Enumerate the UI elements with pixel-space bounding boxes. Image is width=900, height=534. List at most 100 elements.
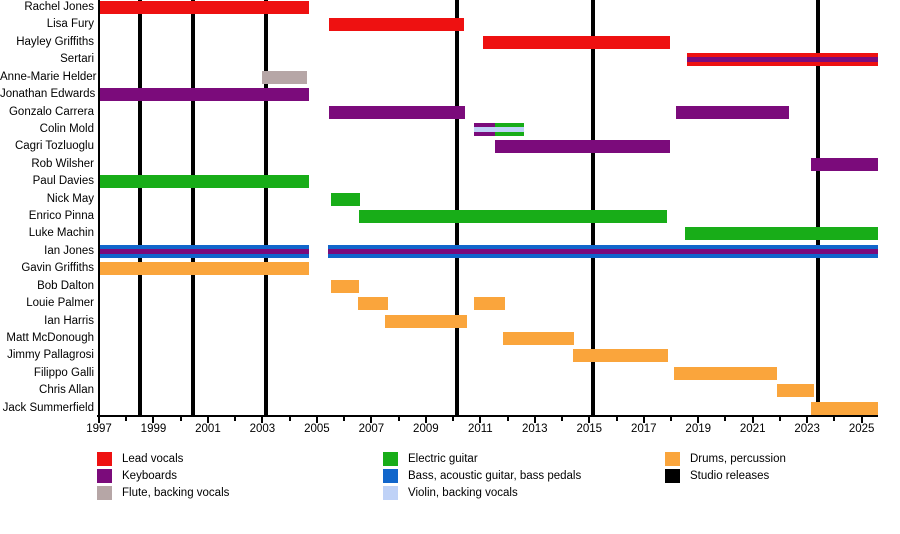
axis-tick	[288, 417, 291, 421]
legend-column: Lead vocals Keyboards Flute, backing vocal…	[97, 452, 377, 512]
member-label: Louie Palmer	[26, 297, 94, 310]
member-label: Bob Dalton	[37, 279, 94, 292]
axis-tick	[833, 417, 836, 421]
member-bar-purple	[811, 157, 878, 171]
legend-item: Violin, backing vocals	[383, 486, 663, 501]
axis-tick	[778, 417, 781, 421]
member-bar-orange	[473, 297, 505, 311]
member-bar-green	[99, 175, 309, 189]
legend-swatch-violin	[383, 486, 398, 501]
axis-tick-label: 2025	[848, 423, 875, 435]
legend-label: Keyboards	[122, 470, 177, 483]
legend-column: Drums, percussion Studio releases	[665, 452, 900, 512]
member-label: Filippo Galli	[33, 366, 94, 379]
legend-swatch-green	[383, 452, 398, 466]
axis-tick-label: 2013	[522, 423, 548, 435]
axis-tick	[125, 417, 128, 421]
axis-tick	[370, 417, 373, 423]
member-label: Chris Allan	[39, 384, 94, 397]
member-bar-orange	[357, 297, 388, 311]
axis-tick-label: 1997	[86, 423, 112, 435]
axis-tick-label: 1999	[140, 423, 167, 435]
legend-item: Bass, acoustic guitar, bass pedals	[383, 469, 663, 484]
member-label: Hayley Griffiths	[16, 35, 94, 48]
axis-tick-label: 2015	[576, 423, 603, 435]
axis-tick	[697, 417, 700, 423]
legend-item: Lead vocals	[97, 452, 377, 467]
legend-label: Violin, backing vocals	[408, 487, 518, 500]
studio-release-line	[591, 0, 596, 415]
axis-tick	[860, 417, 863, 423]
member-bar-purple	[473, 122, 496, 136]
bar-stripe-violin	[473, 126, 496, 132]
axis-tick-label: 2011	[467, 423, 493, 435]
legend: Lead vocals Keyboards Flute, backing vocal…	[0, 452, 900, 512]
member-label: Rachel Jones	[24, 1, 94, 13]
member-label: Colin Mold	[39, 122, 94, 135]
x-axis-baseline	[97, 415, 878, 417]
axis-tick-label: 2003	[249, 423, 276, 435]
member-bar-blue	[99, 244, 309, 258]
bar-stripe-purple	[99, 248, 309, 254]
legend-label: Studio releases	[690, 470, 770, 483]
axis-tick	[234, 417, 237, 421]
axis-tick	[397, 417, 400, 421]
member-bar-orange	[572, 349, 669, 363]
axis-tick-label: 2007	[358, 423, 385, 435]
axis-tick	[98, 417, 100, 423]
axis-tick	[615, 417, 618, 421]
member-bar-orange	[673, 366, 778, 380]
legend-label: Drums, percussion	[690, 453, 786, 465]
axis-tick	[642, 417, 645, 423]
legend-item: Flute, backing vocals	[97, 486, 377, 501]
axis-tick	[424, 417, 427, 423]
studio-release-line	[190, 0, 195, 415]
legend-swatch-orange	[665, 452, 680, 466]
studio-release-line	[455, 0, 460, 415]
axis-tick	[152, 417, 155, 423]
member-bar-orange	[503, 331, 575, 345]
axis-tick	[533, 417, 536, 423]
axis-tick-label: 2019	[685, 423, 712, 435]
legend-swatch-black	[665, 469, 680, 484]
member-bar-flute	[262, 70, 308, 84]
legend-label: Flute, backing vocals	[122, 487, 230, 500]
axis-tick-label: 2023	[794, 423, 820, 435]
member-bar-orange	[811, 401, 878, 415]
member-bar-green	[359, 210, 667, 224]
studio-release-line	[137, 0, 142, 415]
axis-tick-label: 2017	[630, 423, 657, 435]
member-label: Enrico Pinna	[28, 210, 94, 223]
axis-tick	[206, 417, 209, 423]
bar-stripe-purple	[687, 57, 878, 63]
axis-tick-label: 2009	[413, 423, 439, 435]
studio-release-line	[263, 0, 268, 415]
member-bar-green	[495, 122, 524, 136]
axis-tick	[724, 417, 727, 421]
member-label: Gavin Griffiths	[21, 262, 94, 275]
member-label: Jimmy Pallagrosi	[7, 349, 94, 362]
legend-swatch-flute	[97, 486, 112, 501]
member-bar-green	[684, 227, 878, 241]
axis-tick	[506, 417, 509, 421]
y-axis-line	[98, 0, 100, 416]
member-bar-purple	[495, 140, 670, 154]
axis-tick	[315, 417, 318, 423]
axis-tick	[261, 417, 264, 423]
axis-tick-label: 2021	[739, 423, 766, 435]
axis-tick	[561, 417, 564, 421]
member-label: Nick May	[46, 192, 94, 205]
member-bar-purple	[676, 105, 790, 119]
bar-stripe-purple	[327, 248, 878, 254]
bar-stripe-violin	[495, 126, 524, 132]
member-bar-orange	[330, 279, 360, 293]
axis-tick	[751, 417, 754, 423]
member-label: Rob Wilsher	[31, 157, 94, 170]
member-bar-red	[687, 53, 878, 67]
member-bar-orange	[777, 384, 814, 398]
legend-label: Electric guitar	[408, 453, 478, 465]
axis-tick	[343, 417, 346, 421]
legend-item: Keyboards	[97, 469, 377, 484]
legend-item: Drums, percussion	[665, 452, 900, 467]
